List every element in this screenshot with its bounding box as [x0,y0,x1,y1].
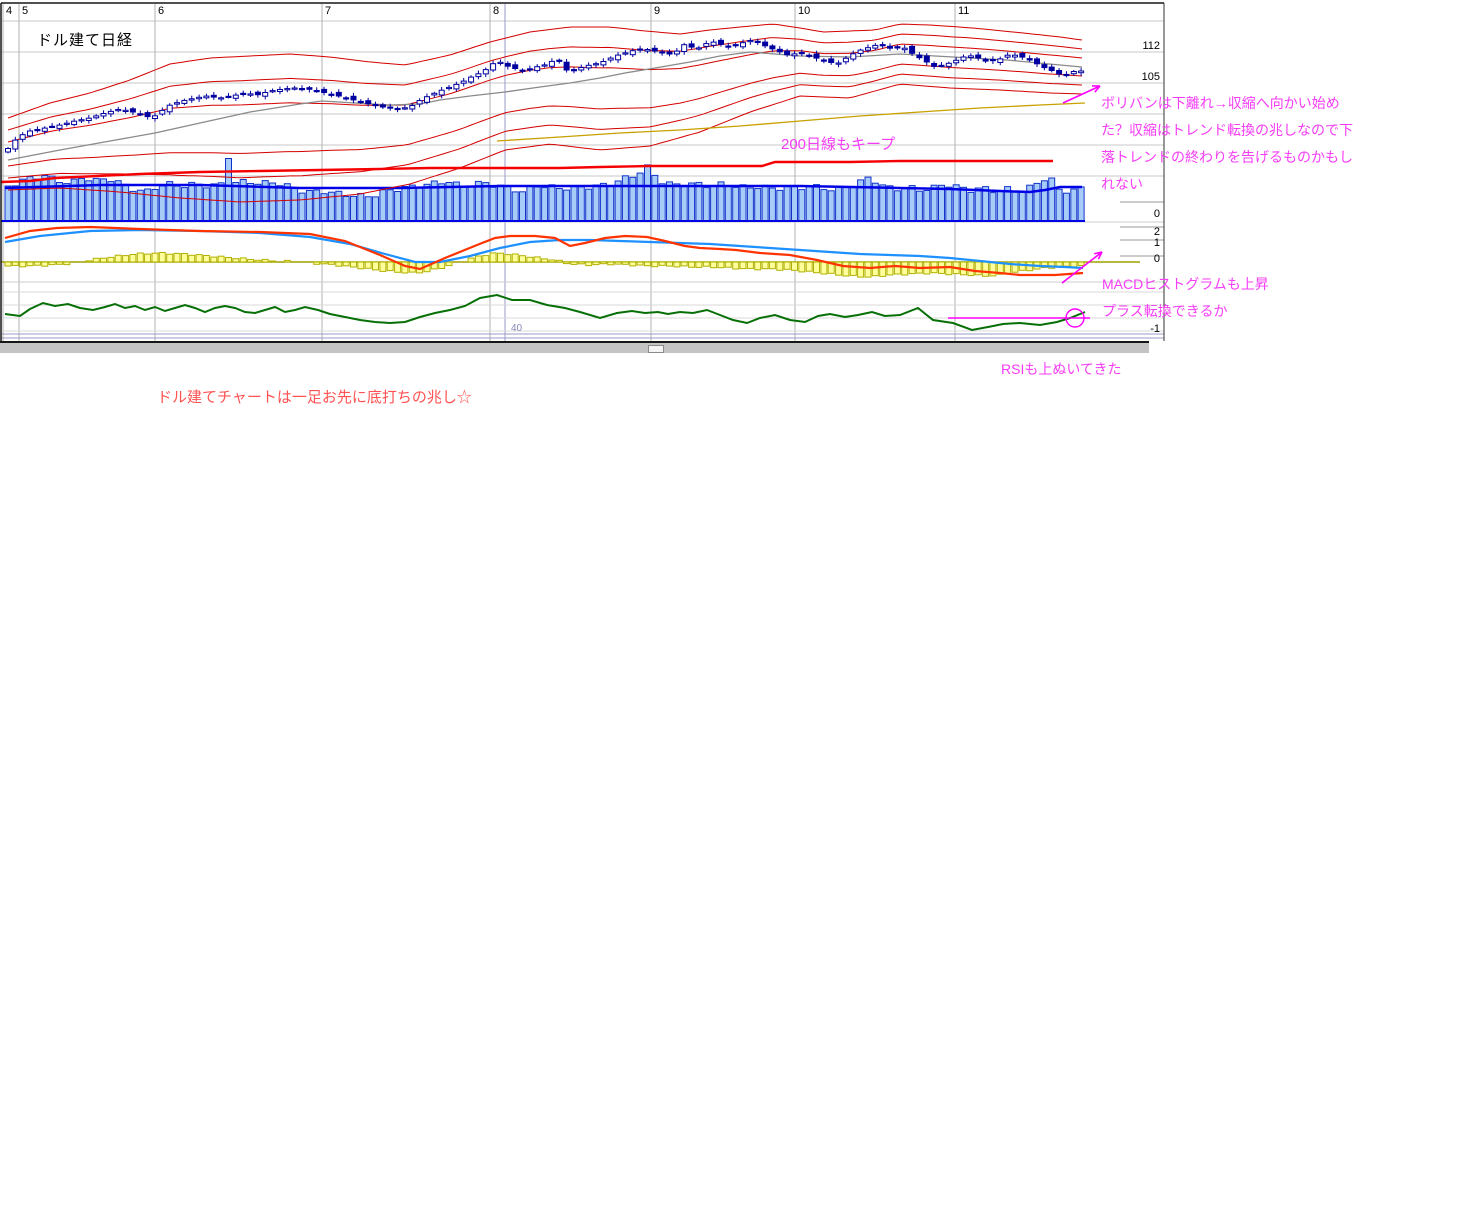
axis-label: 5 [22,5,28,17]
horizontal-scrollbar[interactable] [0,341,1149,353]
rsi-annotation: RSIも上ぬいてきた [1001,361,1122,377]
macd-annotation-line1: MACDヒストグラムも上昇 [1102,276,1269,292]
chart-frame [0,2,1165,341]
bollinger-annotation-line: れない [1101,176,1143,192]
macd-line [4,225,1084,277]
bollinger-bands [7,23,1083,203]
axis-label: 4 [6,5,12,17]
axis-label: 0 [1154,208,1160,220]
center-ma-line [7,51,1083,161]
axis-label: 6 [158,5,164,17]
bollinger-annotation-line: 落トレンドの終わりを告げるものかもし [1101,149,1353,165]
axis-label: 0 [1154,253,1160,265]
axis-label: 112 [1142,40,1160,52]
axis-label: 11 [958,5,969,17]
axis-label: 105 [1142,71,1160,83]
rsi-circle-mark [1065,308,1085,328]
rsi-line [4,293,1086,332]
bollinger-annotation-line: た？収縮はトレンド転換の兆しなので下 [1101,122,1353,138]
macd-panel [1,252,1140,278]
volume-ma-line [4,183,1082,194]
macd-annotation-line2: プラス転換できるか [1102,303,1228,319]
ma200-annotation: 200日線もキープ [781,136,896,153]
ma200-line [0,159,1053,184]
long-ma-line [496,102,1086,142]
axis-label: 7 [325,5,331,17]
scrollbar-thumb[interactable] [648,345,664,353]
bollinger-annotation: ボリバンは下離れ→収縮へ向かい始め た？収縮はトレンド転換の兆しなので下 落トレ… [1101,90,1361,198]
axis-label: 1 [1154,237,1160,249]
axis-label: -1 [1150,323,1160,335]
chart-window: 4 5 6 7 8 9 10 11 112 105 0 2 1 0 -1 40 ドル建て日経 ボリバンは下離れ… [0,0,1353,360]
chart-title: ドル建て日経 [37,32,134,49]
axis-label: 8 [493,5,499,17]
axis-label: 40 [511,323,523,334]
candlesticks [5,37,1085,154]
axis-label: 10 [798,5,810,17]
bottom-annotation: ドル建てチャートは一足お先に底打ちの兆し☆ [157,389,472,406]
annotation-shapes [948,85,1103,328]
axis-label: 9 [654,5,660,17]
axis-label: 2 [1154,226,1160,238]
bollinger-annotation-line: ボリバンは下離れ→収縮へ向かい始め [1101,95,1340,111]
macd-signal-line [4,228,1084,270]
